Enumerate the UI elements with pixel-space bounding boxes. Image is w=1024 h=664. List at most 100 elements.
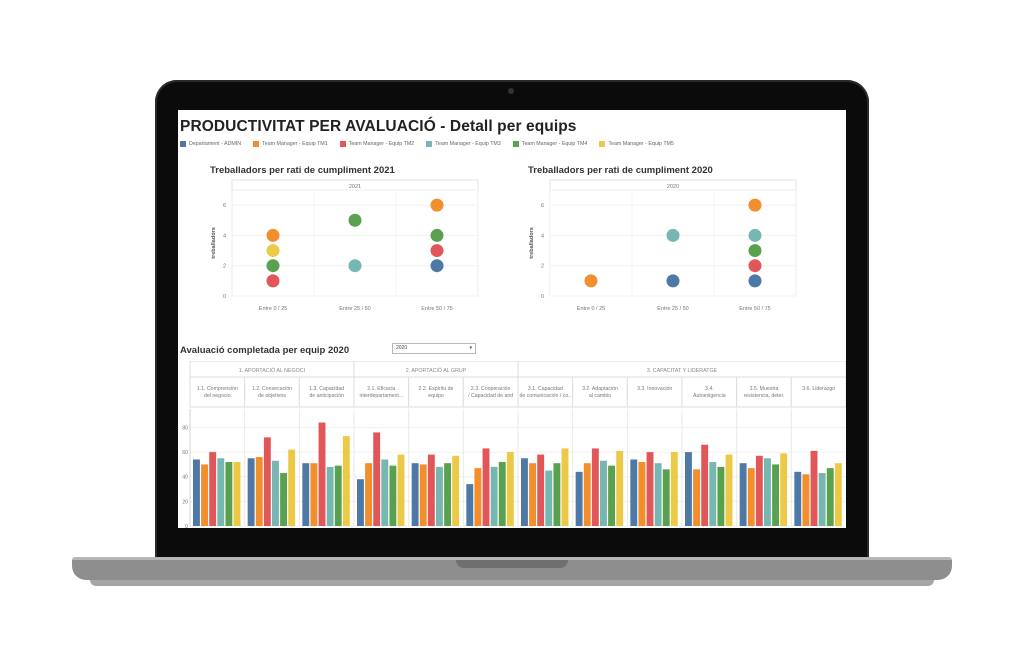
chart-2020-title: Treballadors per rati de cumpliment 2020 <box>528 165 713 176</box>
bar <box>537 454 545 526</box>
y-tick-label: 6 <box>223 203 226 209</box>
bar <box>326 466 334 526</box>
bar <box>419 464 427 526</box>
y-tick-label: 0 <box>541 294 544 300</box>
bar <box>498 461 506 526</box>
legend-item: Team Manager - Equip TM4 <box>512 141 588 147</box>
y-axis-label: treballadors <box>529 227 535 258</box>
bar <box>225 461 233 526</box>
data-point <box>348 259 362 273</box>
bar <box>288 449 296 526</box>
bar <box>725 454 733 526</box>
bar <box>739 463 747 526</box>
y-tick-label: 4 <box>541 233 544 239</box>
bar <box>670 452 678 526</box>
group-header-label: 2. APORTACIÓ AL GRUP <box>406 367 467 374</box>
year-filter-select[interactable]: 2020 ▾ <box>392 343 476 354</box>
laptop-base <box>72 560 952 580</box>
bar <box>826 468 834 526</box>
category-header-cell <box>353 376 410 408</box>
bar <box>318 422 326 526</box>
bar <box>452 455 460 526</box>
legend-label: Team Manager - Equip TM1 <box>262 141 328 147</box>
legend-swatch <box>426 141 433 147</box>
legend-item: Team Manager - Equip TM2 <box>339 141 414 147</box>
y-tick-label: 40 <box>182 475 188 481</box>
y-tick-label: 4 <box>223 233 226 239</box>
x-tick-label: Entre 0 / 25 <box>259 306 287 312</box>
legend-swatch <box>253 141 260 147</box>
legend-swatch <box>599 141 606 147</box>
category-header-cell <box>736 376 792 408</box>
bar <box>247 458 255 526</box>
bar <box>747 468 755 526</box>
data-point <box>748 274 762 288</box>
bar <box>342 436 350 526</box>
laptop-notch <box>456 560 568 568</box>
bar <box>583 463 591 526</box>
bar <box>685 452 692 526</box>
bar <box>255 457 263 526</box>
bar <box>381 459 389 526</box>
bar <box>365 463 373 526</box>
category-header-label: 3.2. Adaptación al cambio <box>582 386 618 399</box>
category-header-cell <box>298 376 355 408</box>
category-header-cell <box>462 376 519 408</box>
category-header-cell <box>244 376 300 408</box>
data-point <box>666 228 680 242</box>
dashboard-title: PRODUCTIVITAT PER AVALUACIÓ - Detall per… <box>180 118 577 135</box>
bar <box>709 461 717 526</box>
bar <box>466 484 474 526</box>
bar <box>553 463 561 526</box>
camera-icon <box>508 88 514 94</box>
category-header-label: 1.3. Capacidad de anticipación <box>309 386 344 399</box>
color-legend: Departament - ADMIN Team Manager - Equip … <box>180 141 686 147</box>
bar <box>575 471 583 526</box>
legend-item: Team Manager - Equip TM5 <box>599 141 674 147</box>
bar <box>717 466 725 526</box>
bar <box>810 450 818 526</box>
category-header-label: 3.1. Capacidad de comunicación / co.. <box>520 386 572 399</box>
bar <box>561 448 569 526</box>
data-point <box>748 198 762 212</box>
bar <box>818 473 826 526</box>
bar <box>529 463 537 526</box>
bar <box>506 452 514 526</box>
data-point <box>748 244 762 258</box>
bar <box>201 464 209 526</box>
bar <box>834 463 842 526</box>
bar <box>701 444 709 526</box>
bar <box>233 461 241 526</box>
data-point <box>584 274 598 288</box>
data-point <box>266 274 280 288</box>
category-header-cell <box>626 376 683 408</box>
category-header-label: 2.3. Cooperación / Capacidad de and <box>468 386 513 399</box>
bar <box>772 464 780 526</box>
category-header-label: 2.1. Eficacia interdepartament... <box>360 386 404 399</box>
data-point <box>748 259 762 273</box>
bar <box>334 465 342 526</box>
scatter-chart-2020: 2020 0 2 4 6 treballadors Entre 0 / 25 Entre 25… <box>529 179 797 312</box>
bar <box>411 463 419 526</box>
category-header-label: 3.3. Innovación <box>637 386 672 392</box>
legend-label: Team Manager - Equip TM4 <box>521 141 588 147</box>
bar <box>662 469 670 526</box>
bar <box>755 455 763 526</box>
data-point <box>430 244 444 258</box>
bar <box>474 468 482 526</box>
bar <box>591 448 599 526</box>
y-tick-label: 0 <box>185 524 188 528</box>
bar-chart: 1. APORTACIÓ AL NEGOCI 2. APORTACIÓ AL GR… <box>182 361 846 528</box>
bar <box>389 465 397 526</box>
laptop-foot <box>90 580 934 586</box>
column-header: 2020 <box>667 184 679 190</box>
bar <box>397 454 405 526</box>
chevron-down-icon: ▾ <box>469 345 472 351</box>
legend-swatch <box>512 141 519 147</box>
data-point <box>430 228 444 242</box>
category-header-label: 1.2. Consecución de objetivos <box>252 386 292 399</box>
category-header-cell <box>517 376 574 408</box>
bar <box>263 437 271 526</box>
group-header-label: 1. APORTACIÓ AL NEGOCI <box>239 367 305 374</box>
column-header: 2021 <box>349 184 361 190</box>
